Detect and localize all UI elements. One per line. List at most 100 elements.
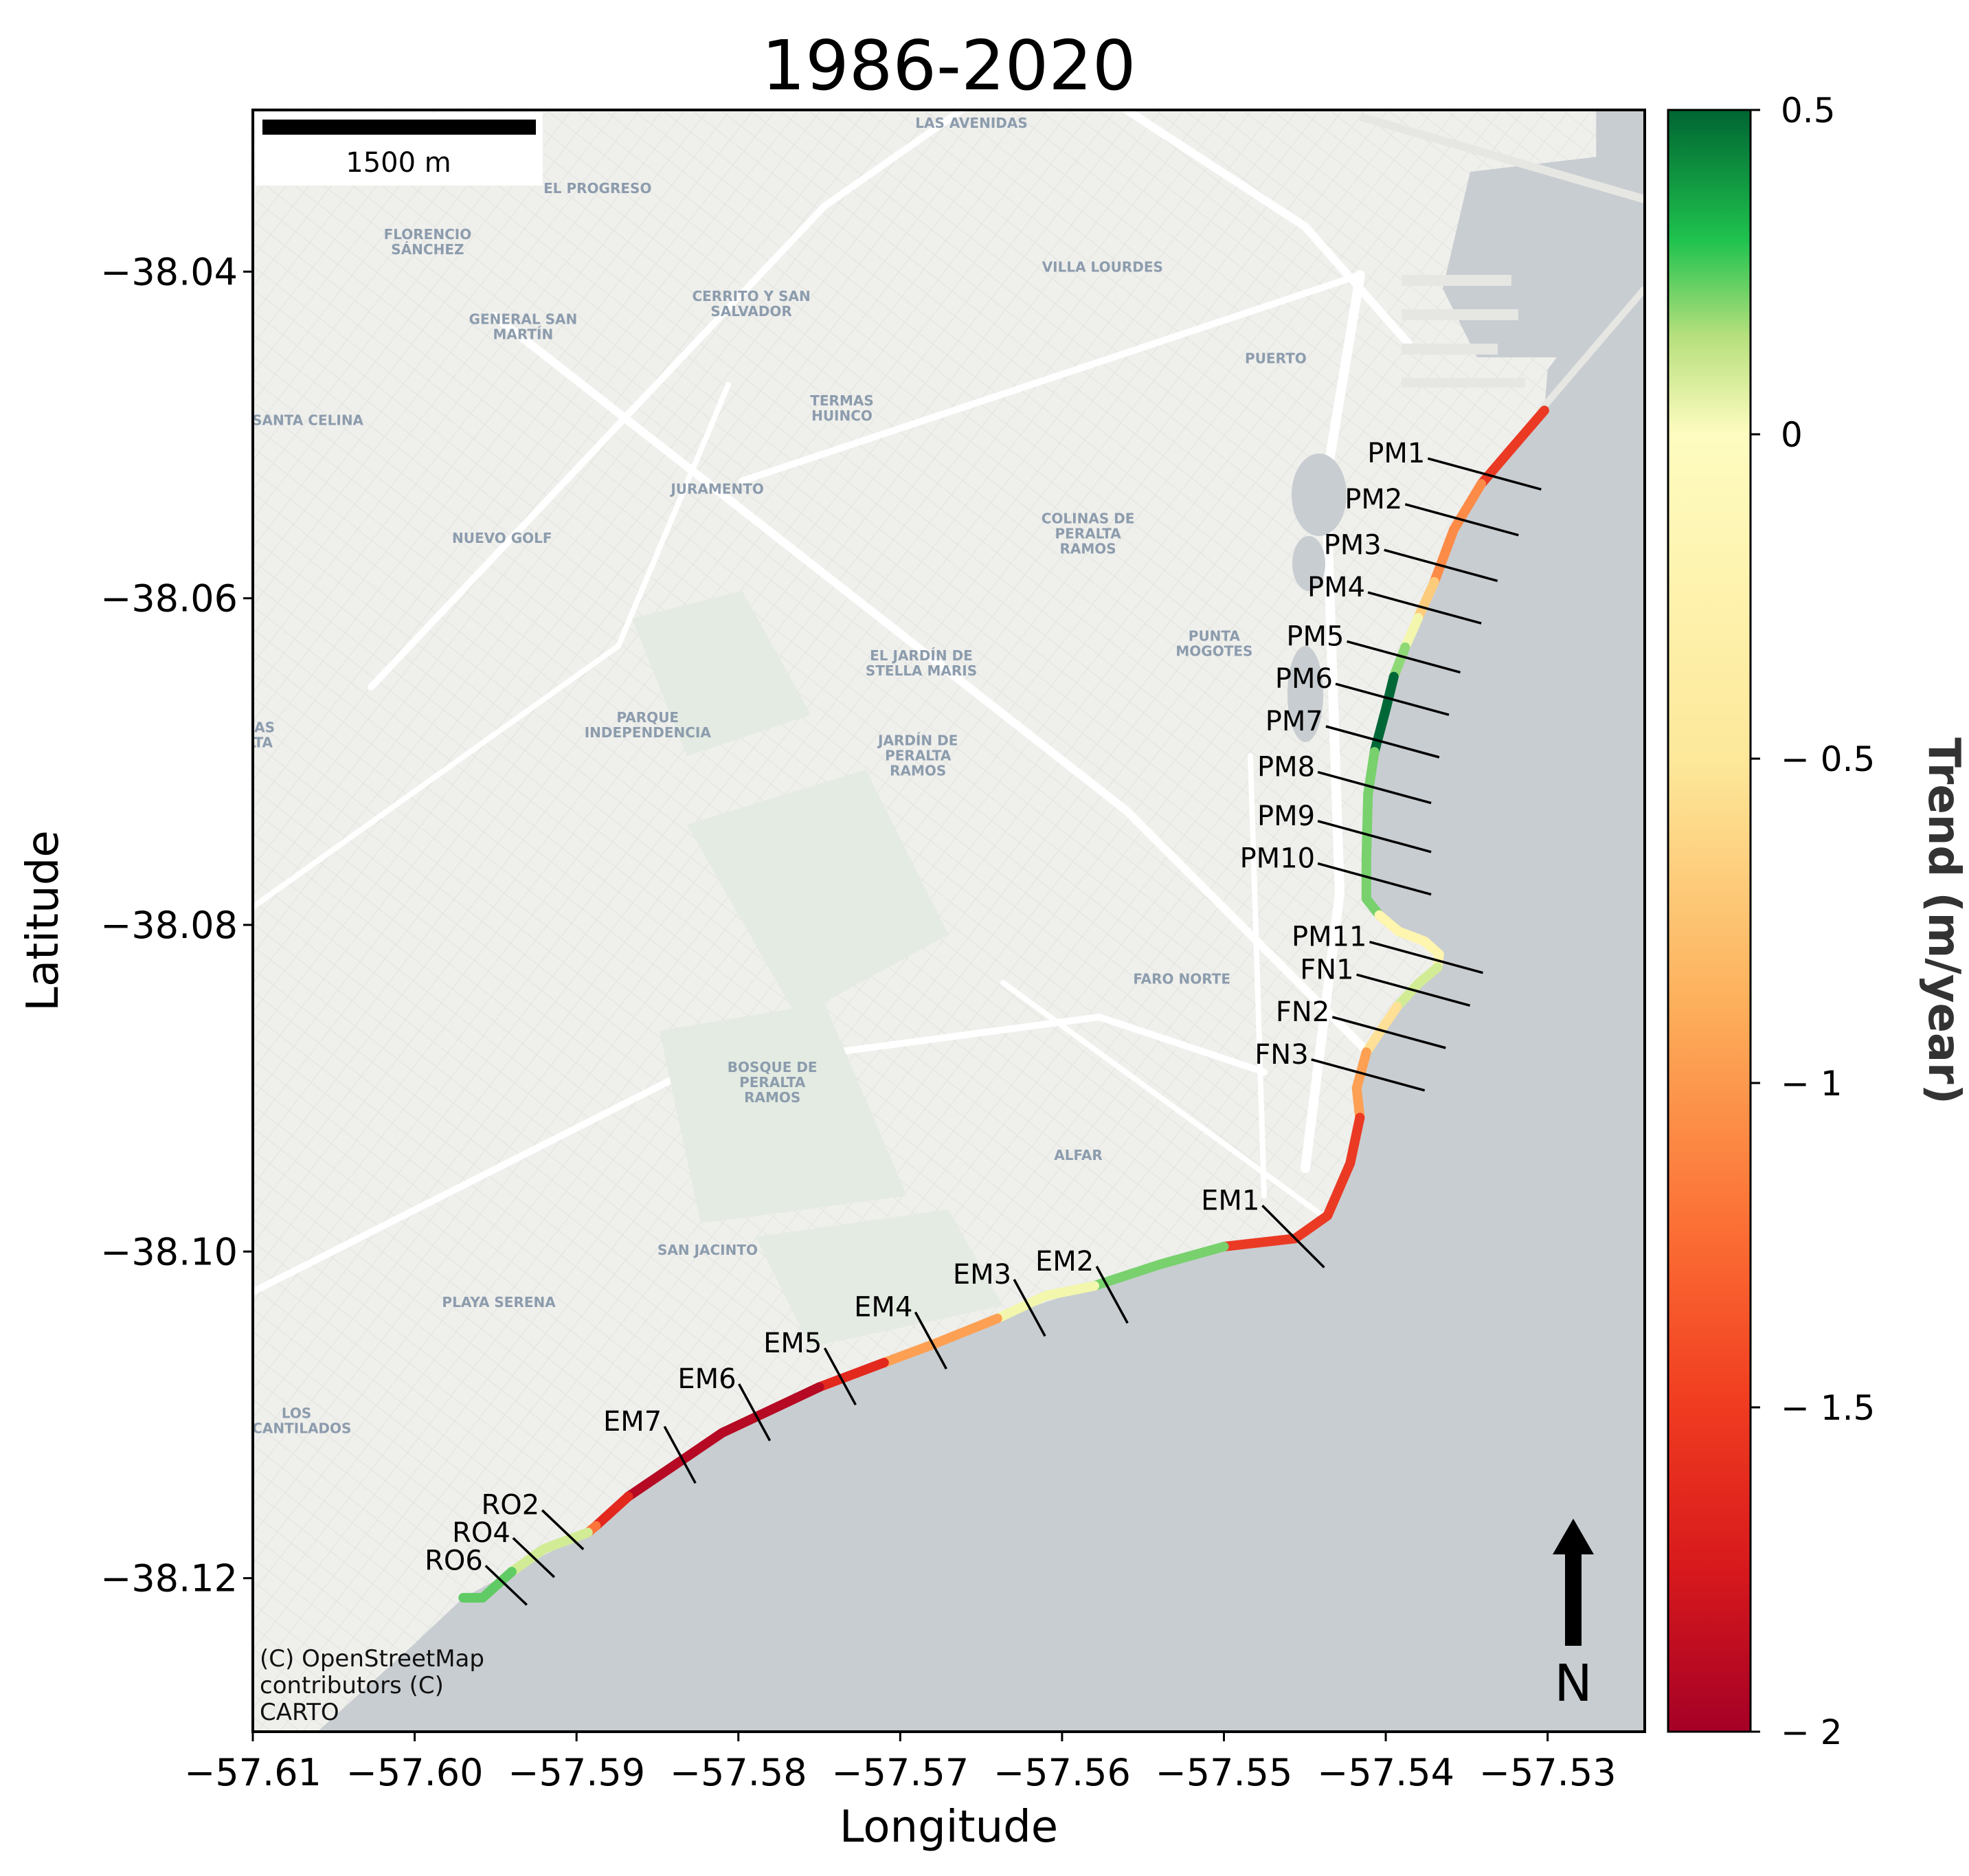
place-label: LOS ACANTILADOS: [242, 1405, 352, 1437]
place-label: FLORENCIO SÁNCHEZ: [384, 226, 472, 258]
road-network: [253, 110, 1419, 1295]
port-area: [1287, 113, 1645, 742]
sea: [317, 110, 1645, 1732]
colorbar-tick-label: − 1: [1781, 1064, 1843, 1104]
x-tick-label: −57.60: [346, 1751, 484, 1794]
x-tick-label: −57.61: [184, 1751, 322, 1794]
transect-label: PM2: [1344, 484, 1402, 515]
x-tick-label: −57.56: [993, 1751, 1131, 1794]
place-label: JARDÍN DE PERALTA RAMOS: [877, 733, 958, 779]
place-label: ROSA AR DE ALTA MOS: [84, 964, 131, 1026]
place-label: NUEVO GOLF: [452, 530, 552, 546]
y-tick-label: −38.12: [100, 1557, 238, 1600]
transect-line: [1261, 1205, 1325, 1269]
y-axis-label: Latitude: [18, 830, 69, 1011]
transect-line: [1331, 1016, 1446, 1049]
place-label: PUERTO: [1245, 350, 1307, 366]
transect-label: FN2: [1276, 996, 1329, 1028]
transect-line: [738, 1383, 772, 1442]
transect-line: [1427, 457, 1542, 491]
transect-line: [1347, 640, 1461, 674]
shoreline-segment: [1374, 910, 1444, 972]
transect-label: PM7: [1265, 706, 1323, 737]
transect-line: [1369, 941, 1483, 974]
transect-label: EM2: [1035, 1246, 1094, 1277]
transect-line: [1317, 770, 1432, 805]
transect-label: PM6: [1275, 663, 1333, 695]
y-axis: −38.04 −38.06 −38.08 −38.10 −38.12: [100, 250, 253, 1600]
colorbar-ticks: 0.5 0 − 0.5 − 1 − 1.5 − 2: [1751, 91, 1875, 1752]
transect-label: RO2: [481, 1490, 539, 1521]
y-tick-label: −38.10: [100, 1230, 238, 1273]
transect-label: EM1: [1201, 1185, 1259, 1216]
colorbar-tick-label: 0: [1781, 415, 1803, 455]
shoreline-trend: [458, 405, 1549, 1603]
place-label: EL JARDÍN DE STELLA MARIS: [866, 647, 977, 679]
attribution: (C) OpenStreetMap contributors (C) CARTO: [260, 1645, 484, 1726]
transect-line: [512, 1537, 556, 1578]
place-label: TERMAS HUINCO: [810, 392, 874, 424]
y-tick-label: −38.04: [100, 250, 238, 293]
colorbar: 0.5 0 − 0.5 − 1 − 1.5 − 2 Trend (m/year): [1667, 91, 1969, 1752]
colorbar-tick-label: − 0.5: [1781, 739, 1875, 779]
shoreline-segment: [591, 1491, 633, 1531]
green-areas: [632, 591, 1003, 1347]
map-frame: [251, 109, 1646, 1733]
x-tick-label: −57.57: [831, 1751, 969, 1794]
colorbar-gradient: [1667, 109, 1752, 1733]
place-label: SAN JACINTO: [657, 1242, 758, 1258]
transect-label: RO6: [425, 1545, 483, 1577]
shoreline-segment: [506, 1528, 593, 1577]
y-tick-label: −38.06: [100, 577, 238, 621]
place-label: SANTA CELINA: [252, 412, 363, 429]
place-label: EL PROGRESO: [543, 180, 651, 197]
x-tick-label: −57.54: [1317, 1751, 1454, 1794]
colorbar-tick-label: − 1.5: [1781, 1388, 1875, 1428]
transect-label: PM9: [1257, 801, 1315, 832]
colorbar-label: Trend (m/year): [1918, 737, 1969, 1104]
transect-line: [1317, 820, 1432, 853]
scale-bar-label: 1500 m: [346, 147, 451, 179]
colorbar-tick-label: 0.5: [1781, 91, 1836, 131]
transect-label: PM10: [1240, 843, 1316, 875]
transect-line: [1356, 973, 1471, 1007]
transect-label: PM4: [1307, 572, 1365, 603]
transect-label: PM5: [1286, 621, 1344, 652]
transect-line: [1311, 1058, 1426, 1092]
transect-line: [1325, 725, 1440, 759]
shoreline-segment: [1090, 1242, 1229, 1291]
place-label: PUNTA MOGOTES: [1175, 627, 1252, 659]
transect-line: [1095, 1266, 1129, 1324]
transect-line: [823, 1347, 857, 1406]
transect-label: FN1: [1300, 954, 1353, 985]
shoreline-segment: [1388, 642, 1410, 682]
attribution-line-2: contributors (C): [260, 1672, 444, 1699]
transect-label: PM1: [1367, 438, 1425, 469]
transect-line: [1384, 548, 1498, 582]
transect-line: [484, 1565, 528, 1606]
shoreline-segment: [814, 1357, 889, 1392]
transect-label: EM7: [603, 1406, 662, 1438]
place-label: BOSQUE DE PERALTA RAMOS: [728, 1059, 818, 1106]
transect-line: [1404, 503, 1519, 537]
transect-line: [1013, 1279, 1046, 1337]
place-label: GENERAL SAN MARTÍN: [469, 311, 578, 342]
attribution-line-1: (C) OpenStreetMap: [260, 1645, 484, 1673]
transect-label: EM6: [677, 1363, 736, 1395]
transect-label: EM5: [763, 1328, 822, 1359]
shoreline-segment: [1413, 577, 1439, 623]
transect-line: [1367, 591, 1482, 625]
colorbar-tick-label: − 2: [1781, 1712, 1843, 1752]
shoreline-segment: [623, 1382, 824, 1501]
shoreline-segment: [992, 1281, 1099, 1324]
place-label: JURAMENTO: [669, 481, 764, 498]
x-tick-label: −57.58: [670, 1751, 807, 1794]
shoreline-segment: [1400, 613, 1424, 652]
map-area: LAS AVENIDAS EL PROGRESO FLORENCIO SÁNCHEZ C…: [84, 110, 1645, 1732]
shoreline-segment: [1351, 1047, 1371, 1123]
shoreline-segment: [1476, 405, 1549, 489]
shoreline-segment: [1219, 1113, 1365, 1252]
y-tick-label: −38.08: [100, 904, 238, 947]
